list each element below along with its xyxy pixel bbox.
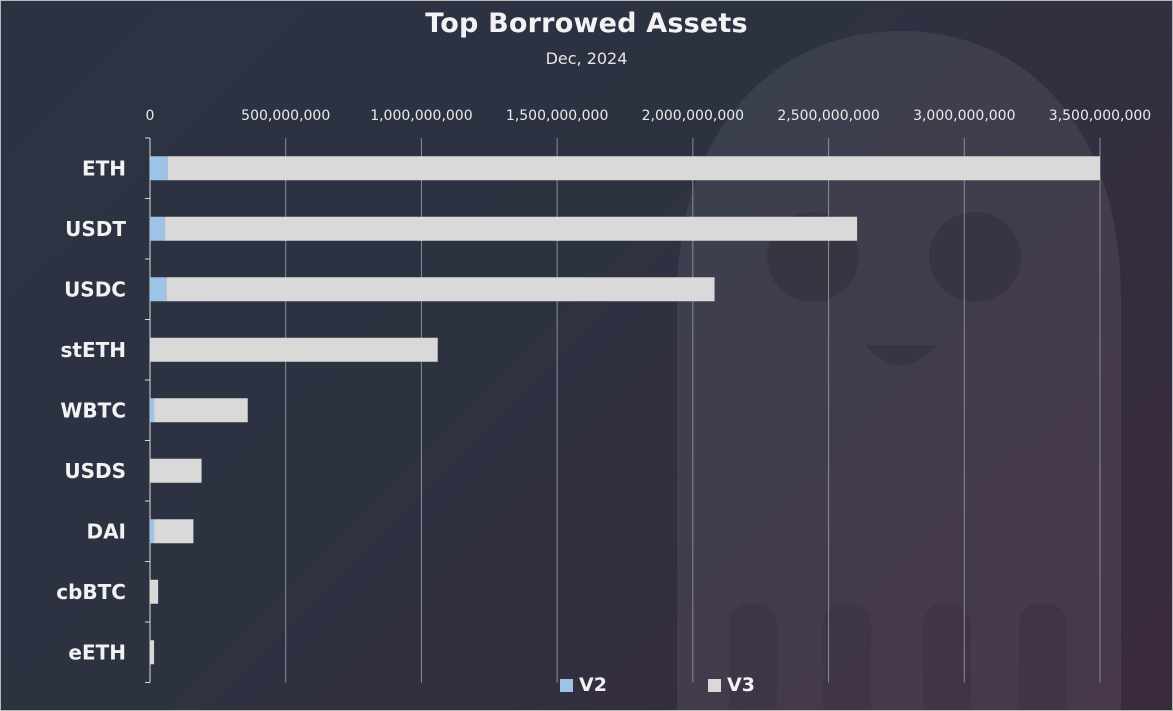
x-tick-label-7: 3,500,000,000 — [1049, 108, 1151, 124]
x-tick-label-4: 2,000,000,000 — [642, 108, 744, 124]
chart-title: Top Borrowed Assets — [425, 8, 748, 39]
category-label-usdt: USDT — [65, 217, 126, 241]
bar-steth-v3 — [150, 337, 438, 362]
x-tick-label-1: 500,000,000 — [241, 108, 330, 124]
legend-label-v2: V2 — [579, 674, 607, 696]
bar-dai-v3 — [154, 519, 194, 544]
legend-swatch-v3 — [708, 678, 721, 692]
legend-item-v2: V2 — [560, 674, 607, 696]
category-label-eth: ETH — [82, 156, 126, 180]
chart-legend: V2 V3 — [0, 674, 1173, 698]
bar-usds-v3 — [150, 458, 202, 483]
bar-eth-v2 — [150, 156, 168, 181]
legend-swatch-v2 — [560, 678, 573, 692]
bar-eth-v3 — [167, 156, 1101, 181]
x-tick-label-5: 2,500,000,000 — [777, 108, 879, 124]
legend-label-v3: V3 — [727, 674, 755, 696]
bar-cbbtc-v3 — [150, 579, 159, 604]
category-label-usdc: USDC — [64, 277, 126, 301]
category-label-eeth: eETH — [68, 640, 126, 664]
bar-wbtc-v3 — [154, 398, 248, 423]
chart-subtitle: Dec, 2024 — [545, 49, 628, 68]
bar-usdc-v3 — [166, 277, 715, 302]
bar-eeth-v3 — [150, 640, 155, 665]
bar-dai-v2 — [150, 519, 155, 544]
category-label-wbtc: WBTC — [60, 398, 126, 422]
category-label-steth: stETH — [60, 338, 126, 362]
bar-wbtc-v2 — [150, 398, 155, 423]
category-label-usds: USDS — [64, 459, 126, 483]
x-tick-label-6: 3,000,000,000 — [913, 108, 1015, 124]
x-tick-label-3: 1,500,000,000 — [506, 108, 608, 124]
legend-item-v3: V3 — [708, 674, 755, 696]
category-label-dai: DAI — [86, 519, 126, 543]
bar-usdt-v2 — [150, 216, 165, 241]
bar-usdt-v3 — [164, 216, 858, 241]
bar-usdc-v2 — [150, 277, 167, 302]
category-label-cbbtc: cbBTC — [56, 580, 126, 604]
x-tick-label-2: 1,000,000,000 — [370, 108, 472, 124]
x-tick-label-0: 0 — [146, 108, 155, 124]
